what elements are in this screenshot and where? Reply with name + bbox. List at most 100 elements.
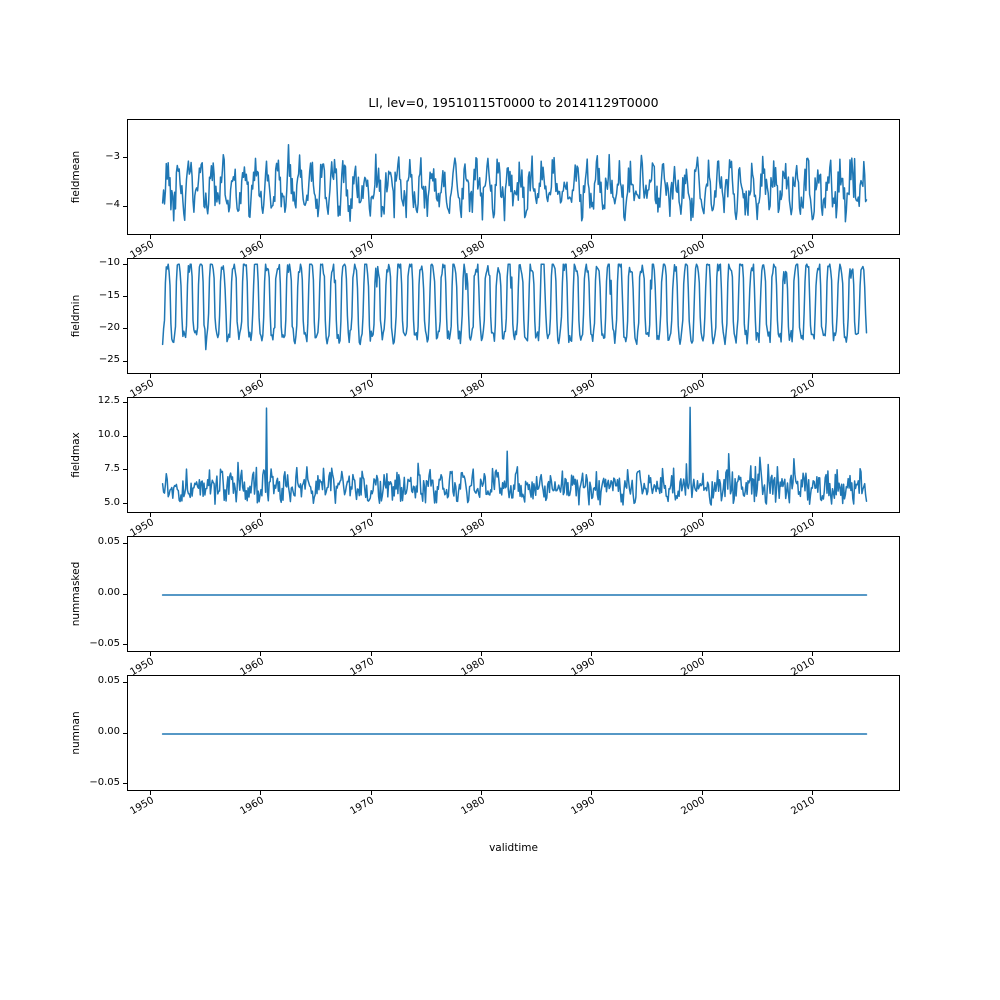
y-tick-label: −20 bbox=[98, 321, 120, 333]
line-series-fieldmean bbox=[161, 143, 868, 223]
y-tick-label: 7.5 bbox=[104, 462, 120, 474]
y-tick-label: −0.05 bbox=[89, 776, 120, 788]
y-tick-label: −4 bbox=[105, 199, 120, 210]
x-tick-mark bbox=[480, 374, 482, 378]
x-tick-mark bbox=[480, 791, 482, 795]
x-tick-mark bbox=[370, 374, 372, 378]
x-tick-label: 1970 bbox=[348, 795, 377, 818]
y-axis-label-numnan: numnan bbox=[70, 711, 82, 755]
y-axis-label-fieldmax: fieldmax bbox=[70, 432, 82, 478]
x-tick-mark bbox=[150, 513, 152, 517]
y-tick-mark bbox=[123, 157, 127, 159]
x-tick-mark bbox=[701, 652, 703, 656]
y-tick-label: −25 bbox=[98, 354, 120, 366]
x-tick-mark bbox=[701, 513, 703, 517]
y-tick-label: −15 bbox=[98, 289, 120, 301]
y-tick-mark bbox=[123, 401, 127, 403]
x-tick-mark bbox=[591, 652, 593, 656]
x-axis-label: validtime bbox=[489, 842, 538, 854]
x-tick-label: 1980 bbox=[458, 795, 487, 818]
line-series-fieldmax bbox=[161, 406, 868, 506]
line-series-fieldmin bbox=[161, 263, 868, 351]
x-tick-mark bbox=[370, 235, 372, 239]
x-tick-mark bbox=[370, 652, 372, 656]
y-tick-mark bbox=[123, 263, 127, 265]
x-tick-mark bbox=[480, 513, 482, 517]
x-tick-mark bbox=[591, 235, 593, 239]
x-tick-label: 1950 bbox=[128, 795, 156, 818]
y-tick-label: 0.05 bbox=[97, 675, 120, 687]
x-tick-mark bbox=[811, 791, 813, 795]
y-tick-mark bbox=[123, 205, 127, 207]
x-tick-mark bbox=[701, 235, 703, 239]
x-tick-mark bbox=[811, 652, 813, 656]
x-tick-mark bbox=[370, 513, 372, 517]
x-tick-mark bbox=[591, 374, 593, 378]
x-tick-label: 1990 bbox=[569, 795, 597, 818]
y-tick-mark bbox=[123, 296, 127, 298]
x-tick-mark bbox=[811, 374, 813, 378]
x-tick-mark bbox=[811, 235, 813, 239]
line-series-numnan bbox=[161, 733, 868, 735]
y-tick-label: 0.05 bbox=[97, 536, 120, 548]
x-tick-mark bbox=[260, 513, 262, 517]
x-tick-mark bbox=[260, 374, 262, 378]
y-tick-mark bbox=[123, 644, 127, 646]
plot-area-fieldmax bbox=[127, 397, 900, 513]
x-tick-mark bbox=[260, 791, 262, 795]
x-tick-mark bbox=[150, 374, 152, 378]
y-tick-mark bbox=[123, 328, 127, 330]
x-tick-label: 2010 bbox=[789, 795, 818, 818]
line-series-nummasked bbox=[161, 594, 868, 596]
y-tick-mark bbox=[123, 681, 127, 683]
y-tick-mark bbox=[123, 360, 127, 362]
x-tick-mark bbox=[591, 513, 593, 517]
x-tick-mark bbox=[480, 652, 482, 656]
x-tick-mark bbox=[370, 791, 372, 795]
x-tick-mark bbox=[260, 235, 262, 239]
y-tick-label: 5.0 bbox=[104, 496, 120, 508]
y-tick-mark bbox=[123, 503, 127, 505]
y-tick-label: −10 bbox=[98, 257, 120, 269]
y-tick-mark bbox=[123, 783, 127, 785]
plot-area-nummasked bbox=[127, 536, 900, 652]
y-axis-label-fieldmin: fieldmin bbox=[70, 294, 82, 338]
plot-area-fieldmin bbox=[127, 258, 900, 374]
y-tick-mark bbox=[123, 435, 127, 437]
y-tick-mark bbox=[123, 732, 127, 734]
x-tick-mark bbox=[701, 791, 703, 795]
y-tick-label: −3 bbox=[105, 150, 120, 162]
y-tick-mark bbox=[123, 593, 127, 595]
y-axis-label-nummasked: nummasked bbox=[70, 561, 82, 627]
y-axis-label-fieldmean: fieldmean bbox=[70, 150, 82, 204]
plot-area-fieldmean bbox=[127, 119, 900, 235]
y-tick-label: 0.00 bbox=[97, 587, 120, 598]
x-tick-mark bbox=[150, 235, 152, 239]
plot-area-numnan bbox=[127, 675, 900, 791]
chart-title: LI, lev=0, 19510115T0000 to 20141129T000… bbox=[368, 95, 659, 110]
x-tick-label: 2000 bbox=[679, 795, 708, 818]
y-tick-label: 12.5 bbox=[97, 395, 120, 407]
y-tick-label: −0.05 bbox=[89, 637, 120, 649]
x-tick-mark bbox=[591, 791, 593, 795]
x-tick-mark bbox=[150, 652, 152, 656]
x-tick-label: 1960 bbox=[238, 795, 266, 818]
x-tick-mark bbox=[480, 235, 482, 239]
x-tick-mark bbox=[811, 513, 813, 517]
y-tick-mark bbox=[123, 542, 127, 544]
y-tick-label: 10.0 bbox=[97, 429, 120, 441]
x-tick-mark bbox=[150, 791, 152, 795]
y-tick-mark bbox=[123, 469, 127, 471]
x-tick-mark bbox=[260, 652, 262, 656]
x-tick-mark bbox=[701, 374, 703, 378]
